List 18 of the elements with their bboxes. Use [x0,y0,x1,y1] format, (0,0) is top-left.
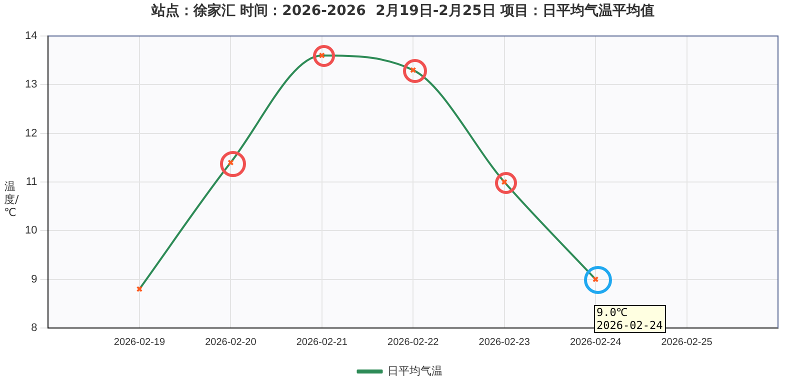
y-tick-label: 9 [31,273,38,286]
y-tick-label: 14 [24,30,38,42]
y-tick-label: 11 [26,176,38,188]
x-tick-label: 2026-02-21 [296,336,348,348]
annotation: 9.0℃ 2026-02-24 [594,305,666,334]
y-axis-title: 温度/℃ [4,180,19,219]
x-tick-label: 2026-02-24 [570,336,622,348]
y-tick-label: 10 [24,224,38,237]
x-tick-label: 2026-02-19 [114,336,166,348]
y-tick-label: 8 [31,322,38,334]
x-tick-label: 2026-02-20 [205,336,257,348]
y-tick-label: 13 [24,78,38,91]
x-tick-label: 2026-02-25 [661,336,713,348]
x-tick-label: 2026-02-23 [478,336,530,348]
x-tick-label: 2026-02-22 [388,336,440,348]
legend-label: 日平均气温 [387,366,442,378]
y-tick-label: 12 [24,127,38,140]
chart-title: 站点：徐家汇 时间：2026-2026 2月19日-2月25日 项目：日平均气温平均值 [150,2,656,20]
